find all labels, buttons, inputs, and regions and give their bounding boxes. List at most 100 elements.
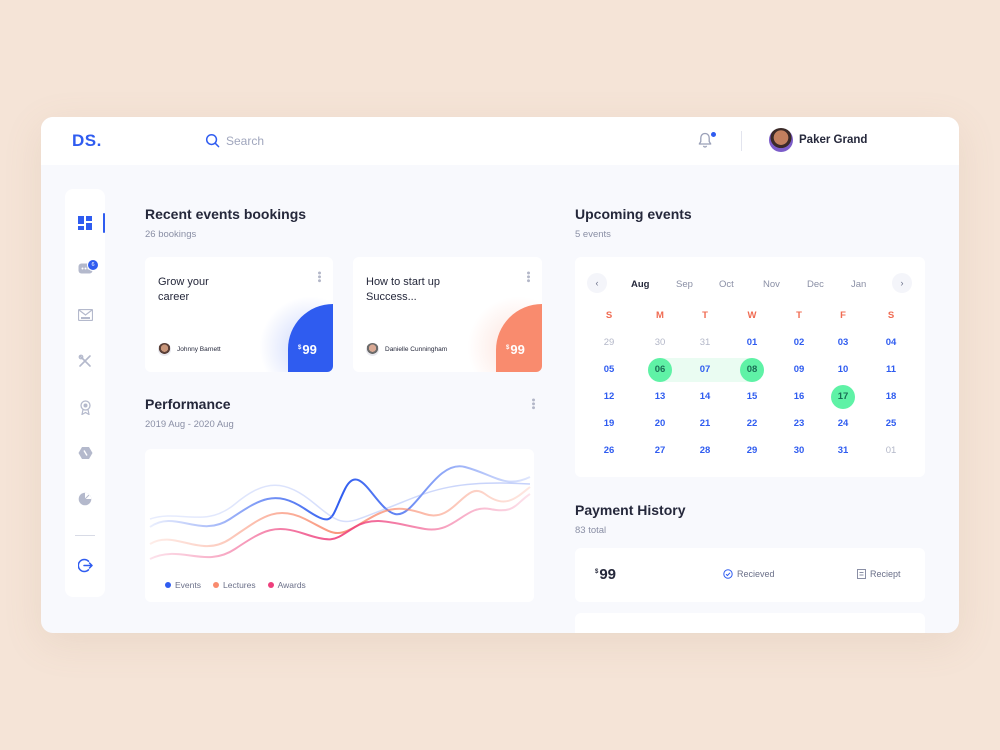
calendar-day[interactable]: 07 xyxy=(699,364,711,375)
calendar-day[interactable]: 01 xyxy=(746,337,758,348)
legend-item-lectures[interactable]: Lectures xyxy=(213,580,256,590)
bell-icon xyxy=(698,132,712,148)
calendar-day[interactable]: 05 xyxy=(603,364,615,375)
payment-amount: $99 xyxy=(595,566,616,583)
person-name: Johnny Barnett xyxy=(177,346,221,353)
user-avatar[interactable] xyxy=(769,128,793,152)
sidebar-item-integrations[interactable] xyxy=(75,443,95,463)
calendar-day[interactable]: 20 xyxy=(654,418,666,429)
search-box[interactable]: Search xyxy=(205,133,264,148)
calendar-day[interactable]: 15 xyxy=(746,391,758,402)
price-value: 99 xyxy=(510,342,525,357)
bookings-title: Recent events bookings xyxy=(145,206,307,222)
calendar-day[interactable]: 03 xyxy=(837,337,849,348)
calendar-day[interactable]: 01 xyxy=(885,445,897,456)
month-tab[interactable]: Jan xyxy=(851,279,867,290)
prev-month-button[interactable]: ‹ xyxy=(587,273,607,293)
calendar-day[interactable]: 13 xyxy=(654,391,666,402)
month-tab[interactable]: Nov xyxy=(763,279,780,290)
sidebar-item-dashboard[interactable] xyxy=(75,213,95,233)
hexagon-icon xyxy=(78,447,92,459)
calendar-day[interactable]: 22 xyxy=(746,418,758,429)
sidebar-item-reports[interactable] xyxy=(75,489,95,509)
app-logo[interactable]: DS. xyxy=(72,131,102,150)
calendar-day[interactable]: 26 xyxy=(603,445,615,456)
user-name[interactable]: Paker Grand xyxy=(799,134,868,146)
calendar-day[interactable]: 06 xyxy=(648,358,672,382)
receipt-link[interactable]: Reciept xyxy=(857,569,901,579)
month-tab[interactable]: Aug xyxy=(631,279,650,290)
legend-label: Lectures xyxy=(223,580,256,590)
month-tab[interactable]: Dec xyxy=(807,279,824,290)
calendar-day[interactable]: 30 xyxy=(793,445,805,456)
payment-status-label: Recieved xyxy=(737,569,775,579)
weekday-label: F xyxy=(840,310,846,321)
more-options-icon[interactable]: ••• xyxy=(522,271,534,283)
calendar-day[interactable]: 12 xyxy=(603,391,615,402)
booking-card[interactable]: Grow your career ••• Johnny Barnett $99 xyxy=(145,257,333,372)
more-options-icon[interactable]: ••• xyxy=(313,271,325,283)
person-name: Danielle Cunningham xyxy=(385,346,448,353)
calendar-day[interactable]: 11 xyxy=(885,364,897,375)
payment-row-partial[interactable] xyxy=(575,613,925,633)
next-month-button[interactable]: › xyxy=(892,273,912,293)
dashboard-window: DS. Search Paker Grand 6 xyxy=(41,117,959,633)
receipt-icon xyxy=(857,569,866,579)
price-tag: $99 xyxy=(506,342,525,357)
sidebar-item-logout[interactable] xyxy=(75,555,95,575)
notifications-button[interactable] xyxy=(697,131,717,151)
payment-value: 99 xyxy=(599,566,617,583)
price-tag: $99 xyxy=(298,342,317,357)
payment-row[interactable]: $99 Recieved Reciept xyxy=(575,548,925,602)
calendar-day[interactable]: 23 xyxy=(793,418,805,429)
calendar-day[interactable]: 04 xyxy=(885,337,897,348)
month-tab[interactable]: Oct xyxy=(719,279,734,290)
weekday-label: S xyxy=(887,310,895,321)
performance-more-icon[interactable]: ••• xyxy=(527,398,539,410)
calendar-day[interactable]: 21 xyxy=(699,418,711,429)
calendar-day[interactable]: 27 xyxy=(654,445,666,456)
calendar-day[interactable]: 14 xyxy=(699,391,711,402)
calendar-day[interactable]: 31 xyxy=(837,445,849,456)
calendar-day[interactable]: 29 xyxy=(603,337,615,348)
sidebar-divider xyxy=(75,535,95,536)
legend-label: Events xyxy=(175,580,201,590)
calendar-day[interactable]: 10 xyxy=(837,364,849,375)
chevron-right-icon: › xyxy=(900,278,904,288)
calendar: ‹ › Aug Sep Oct Nov Dec Jan S M T W T F S 29 30 31 01 0… xyxy=(575,257,925,477)
calendar-day[interactable]: 16 xyxy=(793,391,805,402)
search-placeholder[interactable]: Search xyxy=(226,133,265,148)
calendar-day[interactable]: 30 xyxy=(654,337,666,348)
calendar-day[interactable]: 25 xyxy=(885,418,897,429)
booking-person: Johnny Barnett xyxy=(158,343,221,356)
calendar-day[interactable]: 08 xyxy=(740,358,764,382)
calendar-day[interactable]: 17 xyxy=(831,385,855,409)
booking-card[interactable]: How to start up Success... ••• Danielle … xyxy=(353,257,542,372)
calendar-day[interactable]: 09 xyxy=(793,364,805,375)
calendar-day[interactable]: 18 xyxy=(885,391,897,402)
mail-icon xyxy=(77,309,93,321)
sidebar-item-tools[interactable] xyxy=(75,351,95,371)
bookings-subtitle: 26 bookings xyxy=(145,229,197,240)
sidebar-item-mail[interactable] xyxy=(75,305,95,325)
calendar-day[interactable]: 24 xyxy=(837,418,849,429)
pie-chart-icon xyxy=(78,492,92,506)
sidebar-item-awards[interactable] xyxy=(75,397,95,417)
legend-item-events[interactable]: Events xyxy=(165,580,201,590)
top-bar: DS. Search Paker Grand xyxy=(41,117,959,165)
month-tab[interactable]: Sep xyxy=(676,279,693,290)
calendar-day[interactable]: 02 xyxy=(793,337,805,348)
legend-item-awards[interactable]: Awards xyxy=(267,580,306,590)
calendar-day[interactable]: 29 xyxy=(746,445,758,456)
performance-chart: Events Lectures Awards xyxy=(145,449,534,602)
price-currency: $ xyxy=(506,344,510,351)
search-icon xyxy=(205,133,220,148)
booking-card-title: How to start up Success... xyxy=(366,276,440,303)
active-indicator xyxy=(103,213,105,233)
topbar-divider xyxy=(741,131,742,151)
booking-person: Danielle Cunningham xyxy=(366,343,447,356)
notification-dot xyxy=(710,131,717,138)
calendar-day[interactable]: 19 xyxy=(603,418,615,429)
calendar-day[interactable]: 28 xyxy=(699,445,711,456)
calendar-day[interactable]: 31 xyxy=(699,337,711,348)
